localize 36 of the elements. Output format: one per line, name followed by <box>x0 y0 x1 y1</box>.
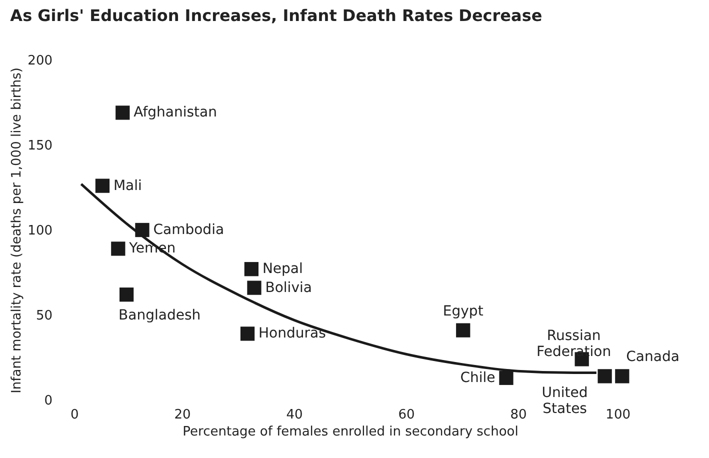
x-tick-label: 80 <box>510 408 527 422</box>
annotation: Egypt <box>442 303 484 320</box>
y-tick-label: 100 <box>28 224 52 238</box>
point <box>247 280 262 295</box>
annotation: Chile <box>460 370 496 386</box>
x-tick-label: 40 <box>286 408 303 422</box>
annotation: Bolivia <box>265 280 312 296</box>
y-tick-label: 150 <box>28 138 52 154</box>
y-tick-label: 0 <box>44 394 52 408</box>
point <box>240 326 255 341</box>
point <box>116 106 130 120</box>
point <box>598 369 612 384</box>
annotation: Canada <box>626 349 680 366</box>
y-tick-label: 50 <box>36 308 52 324</box>
annotation: Bangladesh <box>118 308 201 324</box>
x-tick-label: 100 <box>606 408 630 422</box>
point <box>456 323 470 338</box>
point <box>499 370 514 385</box>
point <box>111 242 126 256</box>
point <box>615 369 630 384</box>
annotation: Cambodia <box>153 222 224 238</box>
x-axis-title: Percentage of females enrolled in secondary school <box>182 424 518 440</box>
x-tick-label: 20 <box>174 408 191 422</box>
annotation: Afghanistan <box>134 104 217 121</box>
x-tick-label: 60 <box>398 408 415 422</box>
point <box>244 262 259 276</box>
annotation: Nepal <box>262 261 303 278</box>
annotation: Honduras <box>258 326 326 342</box>
point <box>119 288 134 302</box>
point <box>95 178 110 193</box>
y-axis-title: Infant mortality rate (deaths per 1,000 live births) <box>10 68 25 394</box>
chart-title: As Girls' Education Increases, Infant Death Rates Decrease <box>10 6 542 25</box>
y-tick-label: 200 <box>28 54 52 68</box>
annotation: Mali <box>113 178 142 194</box>
x-tick-label: 0 <box>70 408 79 422</box>
annotation: United States <box>542 385 588 418</box>
